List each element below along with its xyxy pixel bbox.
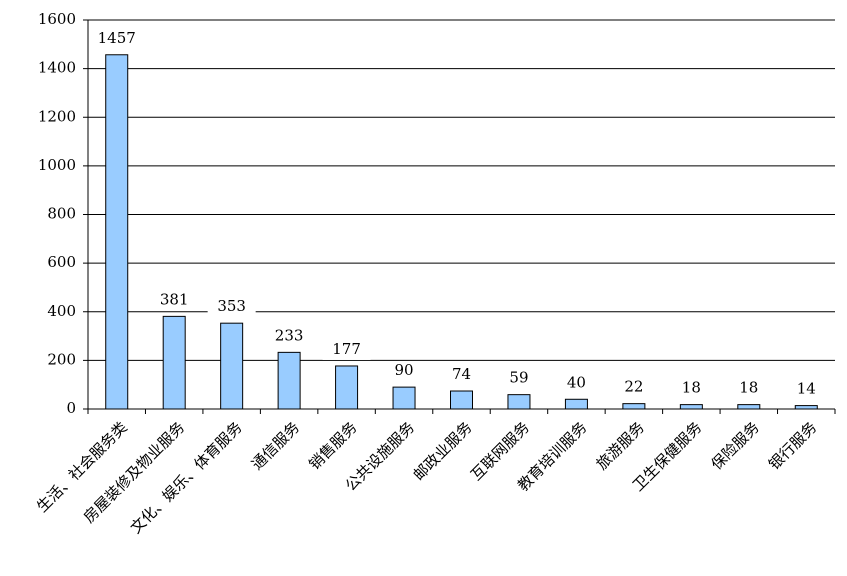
- value-label-bg: [782, 379, 831, 400]
- x-tick-label: 保险服务: [708, 418, 763, 473]
- value-label-bg: [437, 365, 486, 386]
- x-tick-label: 邮政业服务: [410, 418, 476, 484]
- value-label-bg: [667, 378, 716, 399]
- bar: [277, 351, 301, 410]
- value-label-bg: [207, 297, 256, 318]
- value-label: 18: [682, 379, 701, 397]
- value-label: 22: [624, 378, 643, 396]
- value-label-bg: [724, 378, 773, 399]
- value-label: 1457: [98, 29, 136, 47]
- x-tick-label: 房屋装修及物业服务: [80, 418, 188, 526]
- bar: [162, 315, 186, 410]
- value-label: 14: [797, 380, 816, 398]
- value-label-bg: [265, 326, 314, 347]
- y-tick-label: 400: [47, 302, 76, 320]
- value-label-bg: [609, 377, 658, 398]
- value-label: 177: [332, 340, 361, 358]
- y-tick-label: 1600: [38, 10, 76, 28]
- bar: [507, 394, 531, 410]
- value-label-bg: [552, 373, 601, 394]
- value-label: 353: [217, 297, 246, 315]
- y-tick-label: 200: [47, 350, 76, 368]
- value-label: 90: [394, 361, 413, 379]
- x-tick-label: 银行服务: [765, 418, 820, 473]
- value-label: 59: [509, 369, 528, 387]
- y-tick-label: 800: [47, 205, 76, 223]
- bar: [105, 54, 129, 410]
- value-label: 18: [739, 379, 758, 397]
- bar: [450, 390, 473, 410]
- bar: [392, 386, 416, 410]
- bar: [622, 403, 646, 410]
- value-label-bg: [150, 290, 199, 311]
- x-tick-label: 通信服务: [248, 418, 303, 473]
- bar: [794, 405, 818, 410]
- y-tick-label: 1000: [38, 156, 76, 174]
- x-tick-label: 旅游服务: [593, 418, 648, 473]
- y-tick-label: 1200: [38, 107, 76, 125]
- value-label: 40: [567, 373, 586, 391]
- x-tick-label: 文化、娱乐、体育服务: [127, 418, 246, 537]
- value-label: 381: [160, 290, 189, 308]
- y-tick-label: 1400: [38, 59, 76, 77]
- bar: [564, 398, 588, 410]
- bar: [679, 404, 703, 410]
- y-tick-label: 600: [47, 253, 76, 271]
- bar: [737, 404, 761, 410]
- value-label: 74: [452, 365, 471, 383]
- value-label-bg: [494, 368, 543, 389]
- y-tick-label: 0: [66, 399, 76, 417]
- value-label-bg: [380, 361, 429, 382]
- bar: [220, 322, 244, 410]
- value-label-bg: [92, 28, 141, 49]
- bar: [335, 365, 359, 410]
- x-tick-label: 销售服务: [305, 418, 360, 473]
- value-label-bg: [322, 339, 371, 360]
- value-label: 233: [275, 326, 304, 344]
